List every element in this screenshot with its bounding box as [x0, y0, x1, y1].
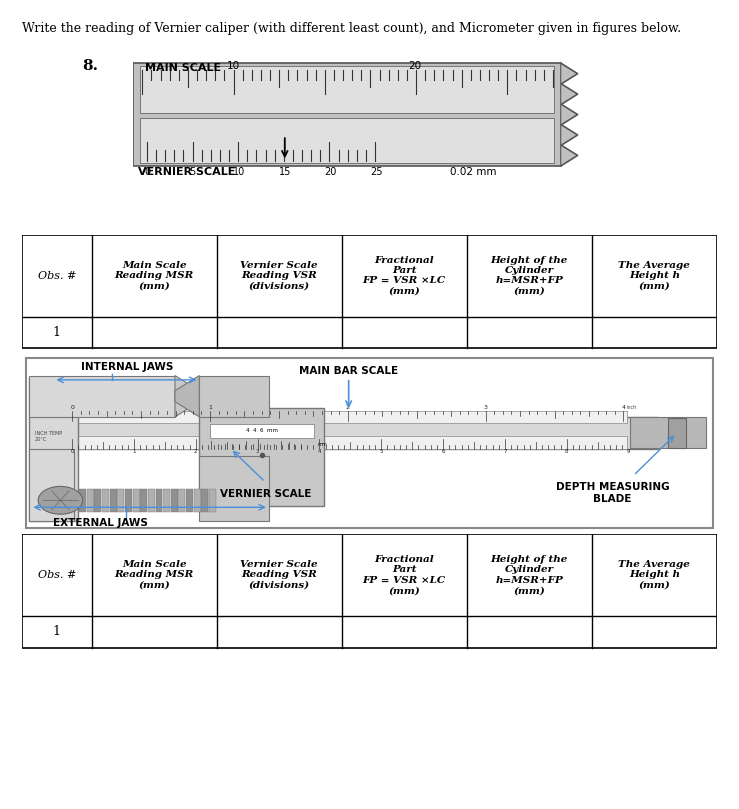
- Bar: [102, 489, 109, 511]
- Text: INTERNAL JAWS: INTERNAL JAWS: [81, 362, 174, 372]
- Bar: [33, 417, 658, 450]
- Text: Height of the
Cylinder
h=MSR+FP
(mm): Height of the Cylinder h=MSR+FP (mm): [491, 256, 568, 296]
- Bar: [29, 375, 175, 417]
- Circle shape: [38, 486, 83, 515]
- Text: 3: 3: [256, 450, 259, 455]
- Text: 25: 25: [370, 167, 383, 177]
- Bar: [202, 489, 208, 511]
- Text: 4: 4: [318, 450, 321, 455]
- Text: INCH TEMP
20°C: INCH TEMP 20°C: [35, 431, 62, 442]
- Text: inch: inch: [627, 405, 637, 410]
- Text: Obs. #: Obs. #: [38, 570, 76, 580]
- Bar: [186, 489, 193, 511]
- Text: 20: 20: [324, 167, 336, 177]
- Text: 20: 20: [408, 61, 421, 71]
- Text: 5: 5: [189, 167, 196, 177]
- Bar: [140, 66, 554, 113]
- Bar: [86, 489, 94, 511]
- Text: 1: 1: [53, 625, 61, 638]
- Text: 1: 1: [132, 450, 136, 455]
- Bar: [71, 411, 627, 423]
- Bar: [132, 489, 140, 511]
- Bar: [118, 489, 124, 511]
- Text: 10: 10: [233, 167, 245, 177]
- Polygon shape: [175, 375, 200, 417]
- Text: 3: 3: [483, 405, 488, 410]
- Text: 2: 2: [346, 405, 350, 410]
- Text: 10: 10: [227, 61, 239, 71]
- Text: EXTERNAL JAWS: EXTERNAL JAWS: [53, 518, 149, 528]
- Bar: [200, 375, 269, 417]
- Text: MAIN BAR SCALE: MAIN BAR SCALE: [299, 366, 398, 376]
- Text: 1: 1: [53, 326, 61, 339]
- Text: 8.: 8.: [82, 59, 98, 73]
- Bar: [155, 489, 163, 511]
- Bar: [109, 489, 117, 511]
- Text: 4  4  6  mm: 4 4 6 mm: [246, 428, 278, 434]
- Text: 0: 0: [70, 450, 74, 455]
- Bar: [79, 489, 86, 511]
- Bar: [194, 489, 201, 511]
- Text: Vernier Scale
Reading VSR
(divisions): Vernier Scale Reading VSR (divisions): [240, 260, 318, 290]
- Text: 1: 1: [208, 405, 212, 410]
- Text: 5: 5: [380, 450, 383, 455]
- Text: VERNIER SCALE: VERNIER SCALE: [137, 167, 235, 176]
- Bar: [140, 118, 554, 163]
- Text: Main Scale
Reading MSR
(mm): Main Scale Reading MSR (mm): [115, 560, 194, 590]
- Text: The Average
Height h
(mm): The Average Height h (mm): [619, 260, 690, 290]
- Text: mm: mm: [318, 443, 327, 447]
- Bar: [29, 378, 78, 521]
- Text: Fractional
Part
FP = VSR ×LC
(mm): Fractional Part FP = VSR ×LC (mm): [363, 256, 446, 296]
- Text: 8: 8: [565, 450, 568, 455]
- Text: Main Scale
Reading MSR
(mm): Main Scale Reading MSR (mm): [115, 260, 194, 290]
- Bar: [210, 424, 314, 438]
- Text: 0: 0: [70, 405, 74, 410]
- Text: VERNIER SCALE: VERNIER SCALE: [219, 489, 311, 498]
- Bar: [148, 489, 155, 511]
- Text: 2: 2: [194, 450, 197, 455]
- Text: Obs. #: Obs. #: [38, 271, 76, 281]
- Text: Height of the
Cylinder
h=MSR+FP
(mm): Height of the Cylinder h=MSR+FP (mm): [491, 555, 568, 595]
- Polygon shape: [175, 375, 200, 417]
- Bar: [200, 409, 324, 506]
- Text: 9: 9: [627, 450, 630, 455]
- Text: 4: 4: [621, 405, 625, 410]
- Text: 15: 15: [279, 167, 291, 177]
- Text: Write the reading of Vernier caliper (with different least count), and Micromete: Write the reading of Vernier caliper (wi…: [22, 22, 681, 35]
- Bar: [29, 450, 74, 521]
- Bar: [171, 489, 178, 511]
- Text: 6: 6: [441, 450, 445, 455]
- Text: The Average
Height h
(mm): The Average Height h (mm): [619, 560, 690, 590]
- Bar: [95, 489, 101, 511]
- Bar: [163, 489, 170, 511]
- Text: 0: 0: [144, 167, 150, 177]
- Text: Fractional
Part
FP = VSR ×LC
(mm): Fractional Part FP = VSR ×LC (mm): [363, 555, 446, 595]
- Bar: [125, 489, 132, 511]
- Polygon shape: [562, 63, 578, 166]
- Text: Vernier Scale
Reading VSR
(divisions): Vernier Scale Reading VSR (divisions): [240, 560, 318, 590]
- Bar: [140, 489, 147, 511]
- Bar: [71, 436, 627, 448]
- Bar: [209, 489, 216, 511]
- Bar: [179, 489, 185, 511]
- Bar: [630, 417, 706, 448]
- Bar: [200, 456, 269, 521]
- Text: 7: 7: [503, 450, 507, 455]
- Text: DEPTH MEASURING
BLADE: DEPTH MEASURING BLADE: [556, 482, 670, 504]
- Bar: [133, 63, 562, 166]
- Text: 0.02 mm: 0.02 mm: [449, 167, 496, 176]
- Text: MAIN SCALE: MAIN SCALE: [145, 63, 221, 74]
- Bar: [668, 417, 686, 448]
